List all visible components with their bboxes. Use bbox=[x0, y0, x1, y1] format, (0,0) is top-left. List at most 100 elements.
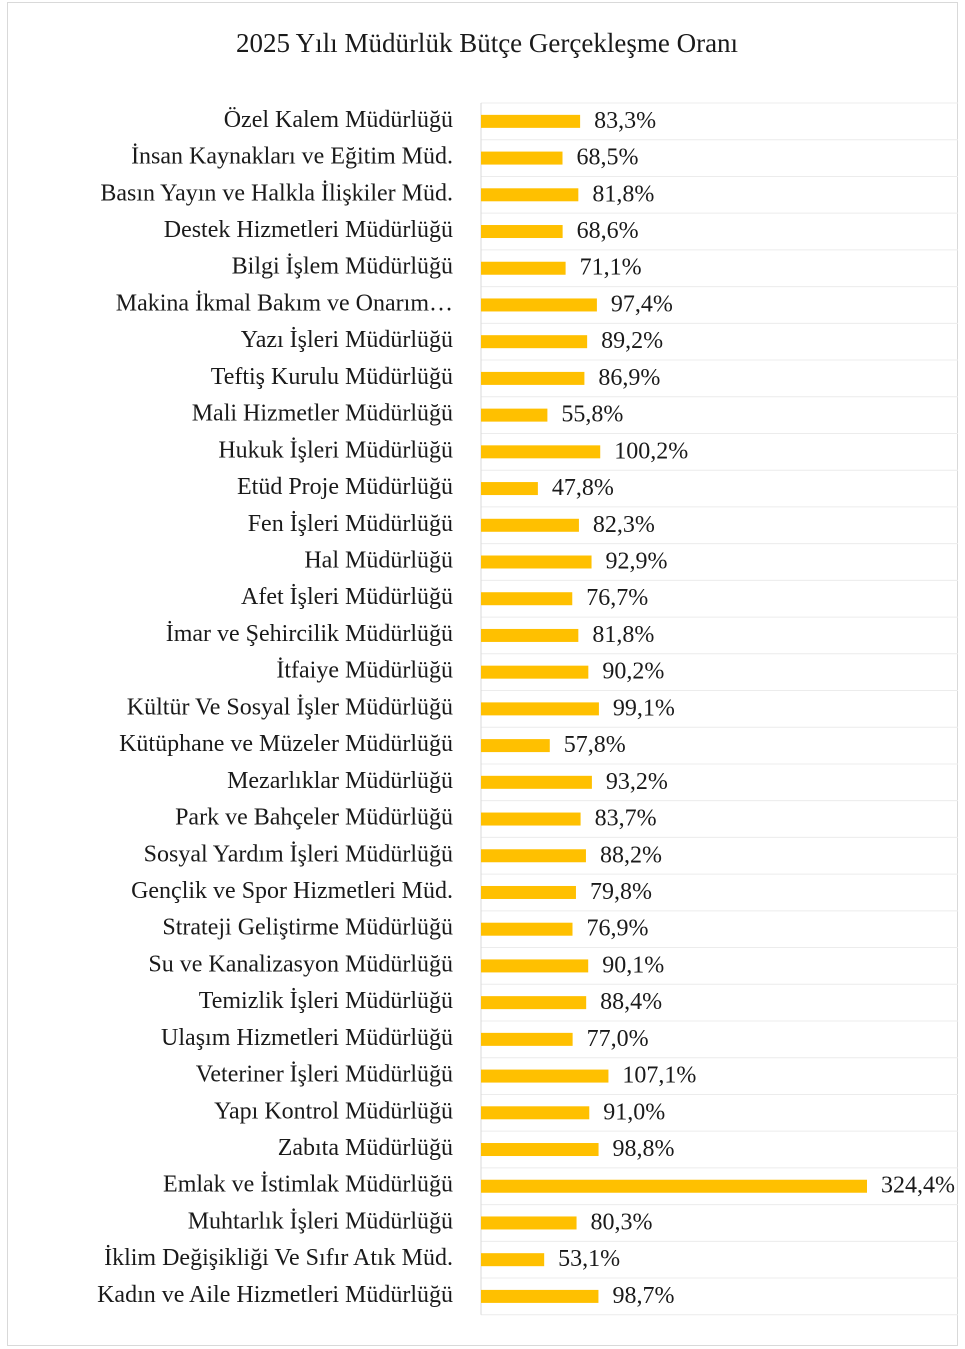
y-tick-label: Kadın ve Aile Hizmetleri Müdürlüğü bbox=[97, 1282, 453, 1308]
bar bbox=[481, 1032, 573, 1046]
bar bbox=[481, 665, 589, 679]
y-tick-label: İmar ve Şehircilik Müdürlüğü bbox=[166, 621, 453, 647]
bar bbox=[481, 1069, 609, 1083]
bar bbox=[481, 408, 548, 422]
bar bbox=[481, 518, 579, 532]
y-tick-label: Özel Kalem Müdürlüğü bbox=[224, 107, 453, 133]
bar bbox=[481, 1143, 599, 1157]
data-label: 82,3% bbox=[593, 512, 655, 538]
data-label: 107,1% bbox=[622, 1063, 696, 1089]
data-label: 79,8% bbox=[590, 879, 652, 905]
bar bbox=[481, 482, 538, 496]
bar bbox=[481, 1179, 867, 1193]
y-tick-label: Ulaşım Hizmetleri Müdürlüğü bbox=[161, 1025, 453, 1051]
data-label: 99,1% bbox=[613, 695, 675, 721]
y-tick-label: Mali Hizmetler Müdürlüğü bbox=[192, 401, 453, 427]
data-label: 80,3% bbox=[591, 1209, 653, 1235]
data-label: 98,8% bbox=[613, 1136, 675, 1162]
bar bbox=[481, 298, 597, 312]
data-label: 81,8% bbox=[592, 181, 654, 207]
data-label: 93,2% bbox=[606, 769, 668, 795]
bar bbox=[481, 555, 592, 569]
data-label: 100,2% bbox=[614, 438, 688, 464]
data-label: 90,2% bbox=[602, 659, 664, 685]
data-label: 324,4% bbox=[881, 1173, 955, 1199]
data-label: 76,9% bbox=[587, 916, 649, 942]
y-tick-label: Su ve Kanalizasyon Müdürlüğü bbox=[148, 951, 453, 977]
data-label: 71,1% bbox=[580, 255, 642, 281]
bar bbox=[481, 1216, 577, 1230]
data-label: 68,6% bbox=[577, 218, 639, 244]
bar bbox=[481, 335, 588, 349]
y-tick-label: Destek Hizmetleri Müdürlüğü bbox=[164, 217, 453, 243]
data-label: 83,3% bbox=[594, 108, 656, 134]
data-label: 57,8% bbox=[564, 732, 626, 758]
bar bbox=[481, 445, 601, 459]
y-tick-label: Gençlik ve Spor Hizmetleri Müd. bbox=[131, 878, 453, 904]
data-label: 88,2% bbox=[600, 842, 662, 868]
data-label: 55,8% bbox=[561, 402, 623, 428]
data-label: 76,7% bbox=[586, 585, 648, 611]
data-label: 47,8% bbox=[552, 475, 614, 501]
data-label: 97,4% bbox=[611, 291, 673, 317]
data-label: 92,9% bbox=[606, 549, 668, 575]
bar bbox=[481, 225, 563, 239]
y-tick-label: Kültür Ve Sosyal İşler Müdürlüğü bbox=[127, 694, 453, 720]
y-tick-label: Basın Yayın ve Halkla İlişkiler Müd. bbox=[100, 180, 453, 206]
bar bbox=[481, 885, 576, 899]
data-label: 89,2% bbox=[601, 328, 663, 354]
y-tick-label: Zabıta Müdürlüğü bbox=[278, 1135, 453, 1161]
bar bbox=[481, 812, 581, 826]
y-tick-label: Strateji Geliştirme Müdürlüğü bbox=[162, 915, 453, 941]
y-tick-label: Etüd Proje Müdürlüğü bbox=[237, 474, 453, 500]
bar bbox=[481, 959, 589, 973]
bar bbox=[481, 1253, 545, 1267]
bar bbox=[481, 592, 573, 606]
data-label: 77,0% bbox=[587, 1026, 649, 1052]
data-label: 81,8% bbox=[592, 622, 654, 648]
y-tick-label: Yazı İşleri Müdürlüğü bbox=[241, 327, 453, 353]
data-label: 98,7% bbox=[612, 1283, 674, 1309]
y-tick-label: Veteriner İşleri Müdürlüğü bbox=[196, 1062, 453, 1088]
bar bbox=[481, 996, 587, 1010]
data-label: 88,4% bbox=[600, 989, 662, 1015]
bar bbox=[481, 775, 592, 789]
bar bbox=[481, 261, 566, 275]
bar bbox=[481, 188, 579, 202]
bar bbox=[481, 849, 586, 863]
y-tick-label: İnsan Kaynakları ve Eğitim Müd. bbox=[131, 144, 453, 170]
bar bbox=[481, 628, 579, 642]
y-tick-label: Emlak ve İstimlak Müdürlüğü bbox=[163, 1172, 453, 1198]
data-label: 91,0% bbox=[603, 1099, 665, 1125]
data-label: 68,5% bbox=[577, 145, 639, 171]
y-tick-label: Sosyal Yardım İşleri Müdürlüğü bbox=[144, 841, 453, 867]
bar bbox=[481, 739, 550, 753]
y-tick-label: Park ve Bahçeler Müdürlüğü bbox=[175, 805, 453, 831]
data-label: 53,1% bbox=[558, 1246, 620, 1272]
bar bbox=[481, 114, 581, 128]
data-label: 90,1% bbox=[602, 952, 664, 978]
y-tick-label: Makina İkmal Bakım ve Onarım… bbox=[116, 290, 453, 316]
data-label: 86,9% bbox=[598, 365, 660, 391]
y-tick-label: Teftiş Kurulu Müdürlüğü bbox=[211, 364, 453, 390]
y-tick-label: Temizlik İşleri Müdürlüğü bbox=[199, 988, 453, 1014]
y-tick-label: Muhtarlık İşleri Müdürlüğü bbox=[188, 1208, 453, 1234]
bar bbox=[481, 1289, 599, 1303]
bar bbox=[481, 151, 563, 165]
data-label: 83,7% bbox=[595, 806, 657, 832]
y-tick-label: Afet İşleri Müdürlüğü bbox=[241, 584, 453, 610]
bar bbox=[481, 702, 599, 716]
bar bbox=[481, 371, 585, 385]
chart-title: 2025 Yılı Müdürlük Bütçe Gerçekleşme Ora… bbox=[236, 28, 738, 58]
y-tick-label: Kütüphane ve Müzeler Müdürlüğü bbox=[119, 731, 453, 757]
y-tick-label: Hukuk İşleri Müdürlüğü bbox=[218, 437, 453, 463]
y-tick-label: Bilgi İşlem Müdürlüğü bbox=[232, 254, 453, 280]
y-tick-label: Hal Müdürlüğü bbox=[304, 548, 453, 574]
y-tick-label: İtfaiye Müdürlüğü bbox=[276, 658, 453, 684]
bar bbox=[481, 922, 573, 936]
y-tick-label: Yapı Kontrol Müdürlüğü bbox=[214, 1098, 453, 1124]
bar bbox=[481, 1106, 590, 1120]
y-tick-label: İklim Değişikliği Ve Sıfır Atık Müd. bbox=[104, 1245, 453, 1271]
y-tick-label: Mezarlıklar Müdürlüğü bbox=[227, 768, 453, 794]
